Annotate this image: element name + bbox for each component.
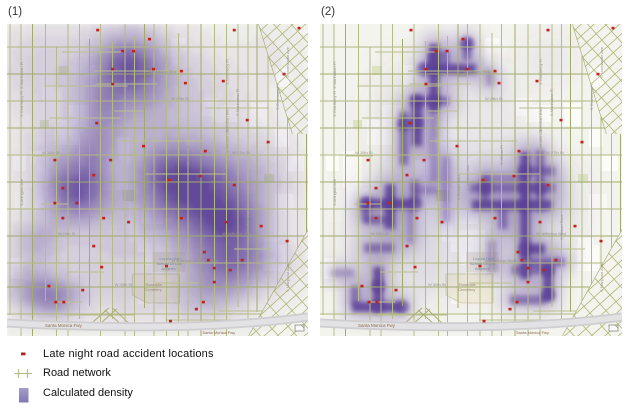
svg-text:W Adams Blvd: W Adams Blvd (151, 69, 177, 74)
svg-text:W 27th St: W 27th St (546, 150, 564, 155)
svg-text:S Normandie Ave: S Normandie Ave (285, 46, 290, 78)
svg-text:Rosedale: Rosedale (459, 282, 477, 287)
svg-text:S Hobart Blvd: S Hobart Blvd (456, 175, 461, 200)
svg-text:Santa Monica Fwy: Santa Monica Fwy (516, 330, 549, 335)
svg-text:Cemetery: Cemetery (145, 287, 162, 292)
svg-text:S Arlington Ave: S Arlington Ave (19, 178, 24, 206)
svg-text:W Jefferson Blvd: W Jefferson Blvd (485, 258, 515, 263)
svg-text:Loyola High: Loyola High (159, 256, 180, 261)
svg-text:W Adams Blvd: W Adams Blvd (464, 69, 490, 74)
svg-text:S Gramercy Pl: S Gramercy Pl (19, 91, 24, 117)
svg-text:W 30th St: W 30th St (115, 282, 133, 287)
svg-text:S Arlington Ave: S Arlington Ave (332, 178, 337, 206)
svg-text:S Gramercy Pl: S Gramercy Pl (332, 91, 337, 117)
svg-text:S Hobart Blvd: S Hobart Blvd (143, 175, 148, 200)
svg-text:S Manhattan Pl: S Manhattan Pl (549, 89, 554, 116)
svg-text:S Manhattan Pl: S Manhattan Pl (19, 62, 24, 89)
svg-text:W 27th St: W 27th St (232, 150, 250, 155)
svg-text:Angeles: Angeles (161, 266, 175, 271)
svg-text:S Hobart Blvd: S Hobart Blvd (224, 107, 229, 132)
svg-text:Loyola High: Loyola High (473, 256, 494, 261)
svg-text:S Gramercy Pl: S Gramercy Pl (275, 84, 280, 110)
svg-text:S Mariposa Ave: S Mariposa Ave (599, 263, 604, 292)
svg-text:W 29th St: W 29th St (171, 96, 189, 101)
svg-text:S Gramercy Pl: S Gramercy Pl (589, 84, 594, 110)
svg-text:Santa Monica Fwy: Santa Monica Fwy (358, 323, 396, 328)
svg-text:Santa Monica Fwy: Santa Monica Fwy (202, 330, 235, 335)
svg-text:S Hobart Blvd: S Hobart Blvd (245, 215, 250, 240)
svg-text:S Hobart Blvd: S Hobart Blvd (559, 215, 564, 240)
svg-text:W Jefferson Blvd: W Jefferson Blvd (222, 231, 252, 236)
svg-text:S Western Ave: S Western Ave (465, 164, 470, 191)
svg-text:W 24th St: W 24th St (58, 231, 76, 236)
svg-text:W 29th St: W 29th St (485, 96, 503, 101)
svg-text:W 30th St: W 30th St (355, 150, 373, 155)
svg-text:S Mariposa Ave: S Mariposa Ave (285, 263, 290, 292)
svg-text:S Gramercy Pl: S Gramercy Pl (538, 59, 543, 85)
svg-text:W 24th St: W 24th St (371, 231, 389, 236)
svg-text:S Wilton Pl: S Wilton Pl (185, 145, 190, 165)
svg-text:Santa Monica Fwy: Santa Monica Fwy (45, 323, 83, 328)
svg-text:Angeles: Angeles (475, 266, 489, 271)
svg-text:Cemetery: Cemetery (458, 287, 475, 292)
svg-text:S Gramercy Pl: S Gramercy Pl (224, 59, 229, 85)
svg-text:W 30th St: W 30th St (42, 150, 60, 155)
svg-text:S Hobart Blvd: S Hobart Blvd (538, 107, 543, 132)
svg-text:S Western Ave: S Western Ave (538, 126, 543, 153)
svg-text:S Wilton Pl: S Wilton Pl (499, 145, 504, 165)
svg-text:School Of Los: School Of Los (157, 261, 182, 266)
svg-text:S Manhattan Pl: S Manhattan Pl (332, 62, 337, 89)
svg-text:Rosedale: Rosedale (146, 282, 164, 287)
svg-text:W Jefferson Blvd: W Jefferson Blvd (536, 231, 566, 236)
svg-text:S Manhattan Pl: S Manhattan Pl (235, 89, 240, 116)
svg-text:S Normandie Ave: S Normandie Ave (599, 46, 604, 78)
svg-text:S Western Ave: S Western Ave (224, 126, 229, 153)
svg-text:W 30th St: W 30th St (428, 282, 446, 287)
svg-text:School Of Los: School Of Los (470, 261, 495, 266)
svg-text:W Jefferson Blvd: W Jefferson Blvd (171, 258, 201, 263)
svg-text:S Western Ave: S Western Ave (152, 164, 157, 191)
